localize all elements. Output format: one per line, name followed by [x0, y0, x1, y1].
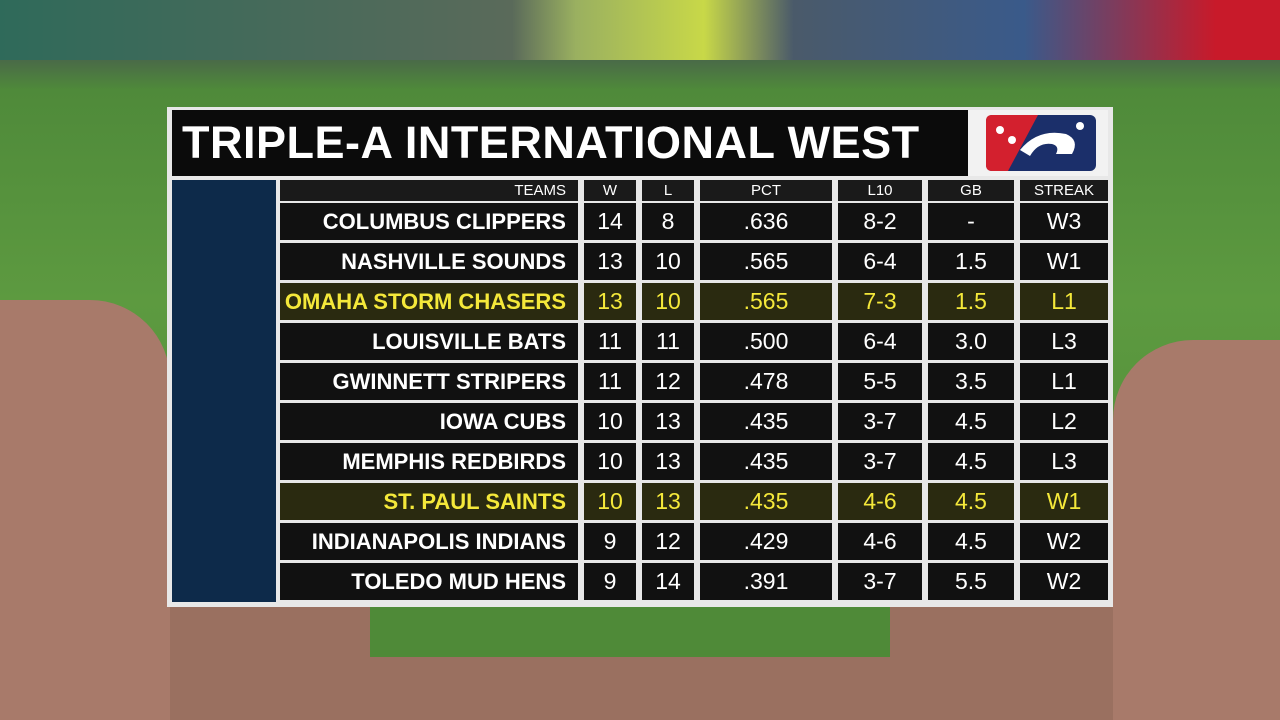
column-header: TEAMS [280, 180, 578, 201]
logo-box [968, 110, 1108, 176]
stat-cell: 3-7 [838, 563, 922, 600]
grass [370, 607, 890, 657]
stat-cell: 13 [642, 403, 694, 440]
stat-cell: .435 [700, 483, 832, 520]
stat-cell: 13 [584, 243, 636, 280]
stat-cell: 11 [642, 323, 694, 360]
stat-cell: 3.5 [928, 363, 1014, 400]
stat-cell: .636 [700, 203, 832, 240]
team-name: MEMPHIS REDBIRDS [280, 443, 578, 480]
team-name: TOLEDO MUD HENS [280, 563, 578, 600]
stat-cell: 4-6 [838, 483, 922, 520]
stat-cell: 7-3 [838, 283, 922, 320]
stat-cell: L1 [1020, 363, 1108, 400]
stat-cell: 4.5 [928, 523, 1014, 560]
team-name: ST. PAUL SAINTS [280, 483, 578, 520]
stat-cell: 4.5 [928, 403, 1014, 440]
stat-cell: 8 [642, 203, 694, 240]
stat-cell: 12 [642, 363, 694, 400]
stat-cell: 9 [584, 563, 636, 600]
stat-cell: 10 [642, 243, 694, 280]
stat-cell: 13 [642, 443, 694, 480]
stat-cell: 5-5 [838, 363, 922, 400]
stat-cell: W1 [1020, 243, 1108, 280]
stat-cell: 1.5 [928, 283, 1014, 320]
stat-cell: 4-6 [838, 523, 922, 560]
column-header: L10 [838, 180, 922, 201]
stat-cell: - [928, 203, 1014, 240]
team-name: IOWA CUBS [280, 403, 578, 440]
logo-star [996, 126, 1004, 134]
logo-star [1008, 136, 1016, 144]
stat-cell: 14 [642, 563, 694, 600]
stat-cell: 4.5 [928, 443, 1014, 480]
stat-cell: L3 [1020, 323, 1108, 360]
team-name: INDIANAPOLIS INDIANS [280, 523, 578, 560]
column-header: STREAK [1020, 180, 1108, 201]
stat-cell: 13 [584, 283, 636, 320]
side-panel [172, 180, 276, 602]
league-logo [986, 115, 1096, 171]
stat-cell: 14 [584, 203, 636, 240]
stat-cell: .435 [700, 403, 832, 440]
stat-cell: W3 [1020, 203, 1108, 240]
stat-cell: 10 [584, 443, 636, 480]
team-name: OMAHA STORM CHASERS [280, 283, 578, 320]
stands [0, 0, 1280, 60]
stat-cell: W2 [1020, 523, 1108, 560]
team-name: GWINNETT STRIPERS [280, 363, 578, 400]
infield-dirt [1113, 340, 1280, 720]
stat-cell: 10 [584, 403, 636, 440]
stat-cell: L3 [1020, 443, 1108, 480]
stat-cell: 3-7 [838, 403, 922, 440]
team-name: NASHVILLE SOUNDS [280, 243, 578, 280]
team-name: LOUISVILLE BATS [280, 323, 578, 360]
stat-cell: 3.0 [928, 323, 1014, 360]
title-bar [172, 110, 968, 176]
stat-cell: 1.5 [928, 243, 1014, 280]
stat-cell: 11 [584, 363, 636, 400]
column-header: W [584, 180, 636, 201]
stat-cell: 6-4 [838, 323, 922, 360]
stat-cell: 12 [642, 523, 694, 560]
stat-cell: .565 [700, 243, 832, 280]
stat-cell: .565 [700, 283, 832, 320]
stat-cell: W2 [1020, 563, 1108, 600]
team-name: COLUMBUS CLIPPERS [280, 203, 578, 240]
stat-cell: 11 [584, 323, 636, 360]
stat-cell: .391 [700, 563, 832, 600]
stat-cell: 4.5 [928, 483, 1014, 520]
logo-batter [1020, 132, 1075, 156]
title: TRIPLE-A INTERNATIONAL WEST [182, 117, 920, 168]
stat-cell: L2 [1020, 403, 1108, 440]
stat-cell: 8-2 [838, 203, 922, 240]
column-header: GB [928, 180, 1014, 201]
logo-star [1076, 122, 1084, 130]
stat-cell: 10 [584, 483, 636, 520]
stat-cell: L1 [1020, 283, 1108, 320]
stat-cell: 9 [584, 523, 636, 560]
column-header: PCT [700, 180, 832, 201]
stat-cell: .500 [700, 323, 832, 360]
stat-cell: 13 [642, 483, 694, 520]
column-header: L [642, 180, 694, 201]
stat-cell: 3-7 [838, 443, 922, 480]
stat-cell: 10 [642, 283, 694, 320]
stat-cell: .478 [700, 363, 832, 400]
stat-cell: 6-4 [838, 243, 922, 280]
stat-cell: 5.5 [928, 563, 1014, 600]
stat-cell: .429 [700, 523, 832, 560]
stat-cell: .435 [700, 443, 832, 480]
infield-dirt [0, 300, 170, 720]
stat-cell: W1 [1020, 483, 1108, 520]
